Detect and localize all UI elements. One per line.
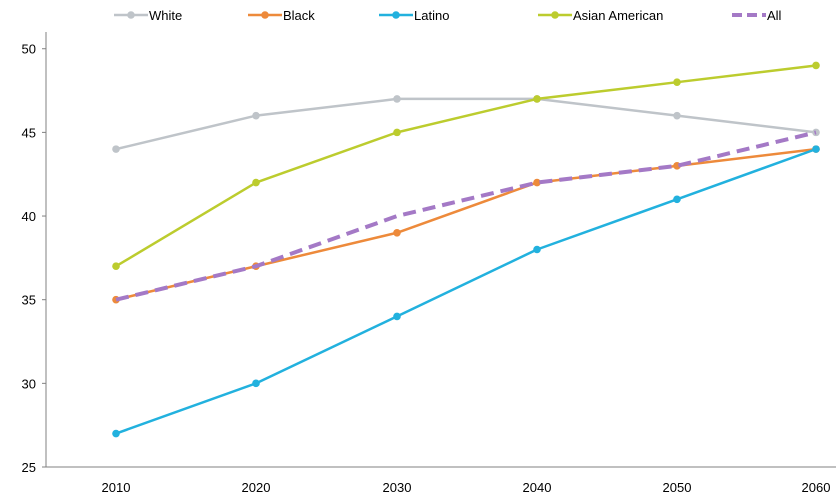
series-line-asian-american: [115, 64, 817, 268]
data-point-latino-2010: [112, 429, 120, 438]
x-tick-label: 2040: [523, 480, 552, 495]
data-point-black-2040: [533, 178, 541, 187]
series-all: [115, 130, 817, 302]
legend-marker: [392, 11, 400, 19]
series-line-black: [115, 147, 817, 301]
y-tick-label: 45: [22, 125, 36, 140]
x-tick-label: 2050: [663, 480, 692, 495]
series-latino: [112, 145, 820, 438]
data-point-asian-american-2020: [252, 178, 260, 187]
y-tick-labels: 25 30 35 40 45 50: [22, 42, 46, 475]
series-line-latino: [115, 147, 817, 435]
series-line-all: [115, 130, 817, 302]
legend-label: All: [767, 8, 782, 23]
series-asian-american: [112, 61, 820, 271]
data-point-asian-american-2060: [812, 61, 820, 70]
data-point-asian-american-2040: [533, 95, 541, 103]
data-point-latino-2060: [812, 145, 820, 153]
legend-item-black: Black: [248, 8, 315, 23]
y-tick-label: 50: [22, 42, 36, 57]
data-point-latino-2020: [252, 379, 260, 388]
legend-item-white: White: [114, 8, 182, 23]
data-point-latino-2030: [393, 312, 401, 321]
legend-marker: [551, 11, 559, 19]
legend-label: White: [149, 8, 182, 23]
legend-label: Asian American: [573, 8, 663, 23]
data-point-latino-2040: [533, 245, 541, 254]
x-tick-label: 2020: [242, 480, 271, 495]
data-point-white-2010: [112, 145, 120, 153]
data-point-white-2030: [393, 95, 401, 103]
series-black: [112, 145, 820, 304]
legend-item-all: All: [732, 8, 782, 23]
legend-label: Latino: [414, 8, 449, 23]
y-tick-label: 35: [22, 293, 36, 308]
y-tick-label: 25: [22, 460, 36, 475]
x-tick-label: 2010: [102, 480, 131, 495]
series-white: [112, 95, 820, 153]
chart-axes: [45, 32, 836, 468]
legend-item-asian-american: Asian American: [538, 8, 663, 23]
x-tick-label: 2060: [802, 480, 831, 495]
y-tick-label: 40: [22, 209, 36, 224]
legend-item-latino: Latino: [379, 8, 449, 23]
x-tick-labels: 2010 2020 2030 2040 2050 2060: [102, 480, 831, 495]
data-point-latino-2050: [673, 195, 681, 204]
legend-marker: [127, 11, 135, 19]
y-tick-label: 30: [22, 376, 36, 391]
legend-marker: [261, 11, 269, 19]
series-group: [112, 61, 820, 438]
data-point-asian-american-2030: [393, 128, 401, 137]
legend-label: Black: [283, 8, 315, 23]
x-tick-label: 2030: [383, 480, 412, 495]
data-point-asian-american-2050: [673, 78, 681, 86]
data-point-black-2030: [393, 228, 401, 237]
chart-legend: White Black Latino Asian American All: [114, 8, 782, 23]
data-point-asian-american-2010: [112, 262, 120, 271]
data-point-white-2020: [252, 111, 260, 120]
data-point-white-2050: [673, 111, 681, 120]
series-line-white: [115, 97, 817, 151]
